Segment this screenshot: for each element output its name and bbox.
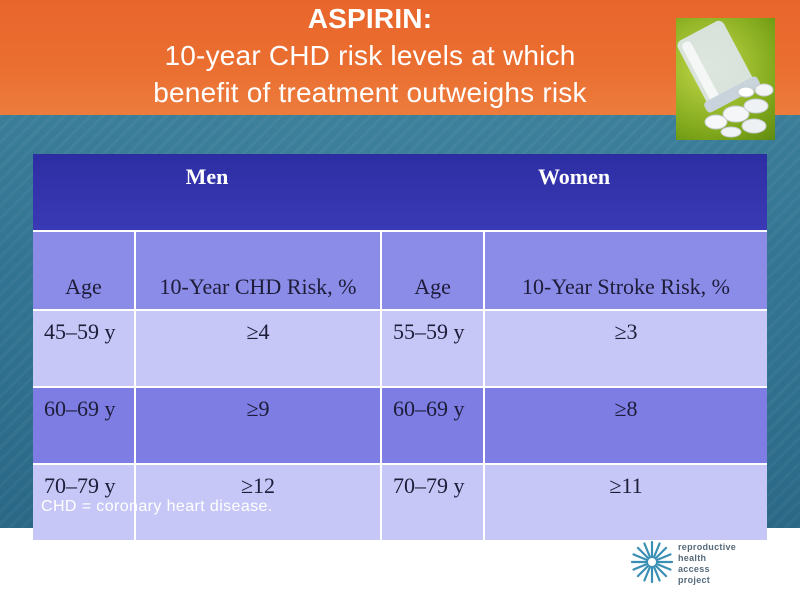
column-header-women-risk: 10-Year Stroke Risk, % bbox=[483, 230, 768, 310]
cell-men-age: 45–59 y bbox=[33, 309, 135, 387]
aspirin-risk-table: Men Women Age 10-Year CHD Risk, % Age 10… bbox=[33, 154, 768, 540]
logo-wordmark: reproductive health access project bbox=[678, 542, 736, 586]
table-row: 45–59 y ≥4 55–59 y ≥3 bbox=[33, 309, 768, 387]
cell-men-risk: ≥9 bbox=[133, 386, 382, 464]
cell-women-age: 60–69 y bbox=[380, 386, 485, 464]
table-row: 70–79 y ≥12 70–79 y ≥11 bbox=[33, 463, 768, 540]
footnote: CHD = coronary heart disease. bbox=[41, 498, 273, 515]
table-group-header-row: Men Women bbox=[33, 154, 768, 231]
logo-line: access bbox=[678, 564, 710, 574]
group-header-men-label: Men bbox=[185, 164, 229, 189]
pill-bottle-photo-graphic bbox=[677, 20, 774, 138]
logo-line: project bbox=[678, 575, 711, 585]
group-header-women: Women bbox=[381, 154, 768, 231]
title-line-3: benefit of treatment outweighs risk bbox=[153, 77, 587, 108]
column-header-men-risk: 10-Year CHD Risk, % bbox=[133, 230, 382, 310]
cell-men-risk: ≥12 bbox=[133, 463, 382, 540]
slide-title: ASPIRIN: 10-year CHD risk levels at whic… bbox=[60, 0, 680, 111]
header-band bbox=[0, 0, 800, 115]
column-header-men-age: Age bbox=[33, 230, 135, 310]
group-header-men: Men bbox=[33, 154, 382, 231]
cell-men-age: 60–69 y bbox=[33, 386, 135, 464]
cell-men-age: 70–79 y bbox=[33, 463, 135, 540]
logo-line: health bbox=[678, 553, 707, 563]
cell-women-age: 55–59 y bbox=[380, 309, 485, 387]
cell-women-age: 70–79 y bbox=[380, 463, 485, 540]
cell-women-risk: ≥8 bbox=[483, 386, 768, 464]
cell-women-risk: ≥3 bbox=[483, 309, 768, 387]
cell-men-risk: ≥4 bbox=[133, 309, 382, 387]
logo-line: reproductive bbox=[678, 542, 737, 552]
table-column-header-row: Age 10-Year CHD Risk, % Age 10-Year Stro… bbox=[33, 230, 768, 310]
pill-bottle-photo bbox=[676, 18, 775, 140]
sunburst-logo-icon bbox=[630, 540, 674, 584]
group-header-women-label: Women bbox=[537, 164, 611, 189]
cell-women-risk: ≥11 bbox=[483, 463, 768, 540]
table-row: 60–69 y ≥9 60–69 y ≥8 bbox=[33, 386, 768, 464]
title-line-1: ASPIRIN: bbox=[307, 3, 433, 34]
column-header-women-age: Age bbox=[380, 230, 485, 310]
title-line-2: 10-year CHD risk levels at which bbox=[164, 40, 576, 71]
rhap-logo: reproductive health access project bbox=[630, 540, 800, 588]
